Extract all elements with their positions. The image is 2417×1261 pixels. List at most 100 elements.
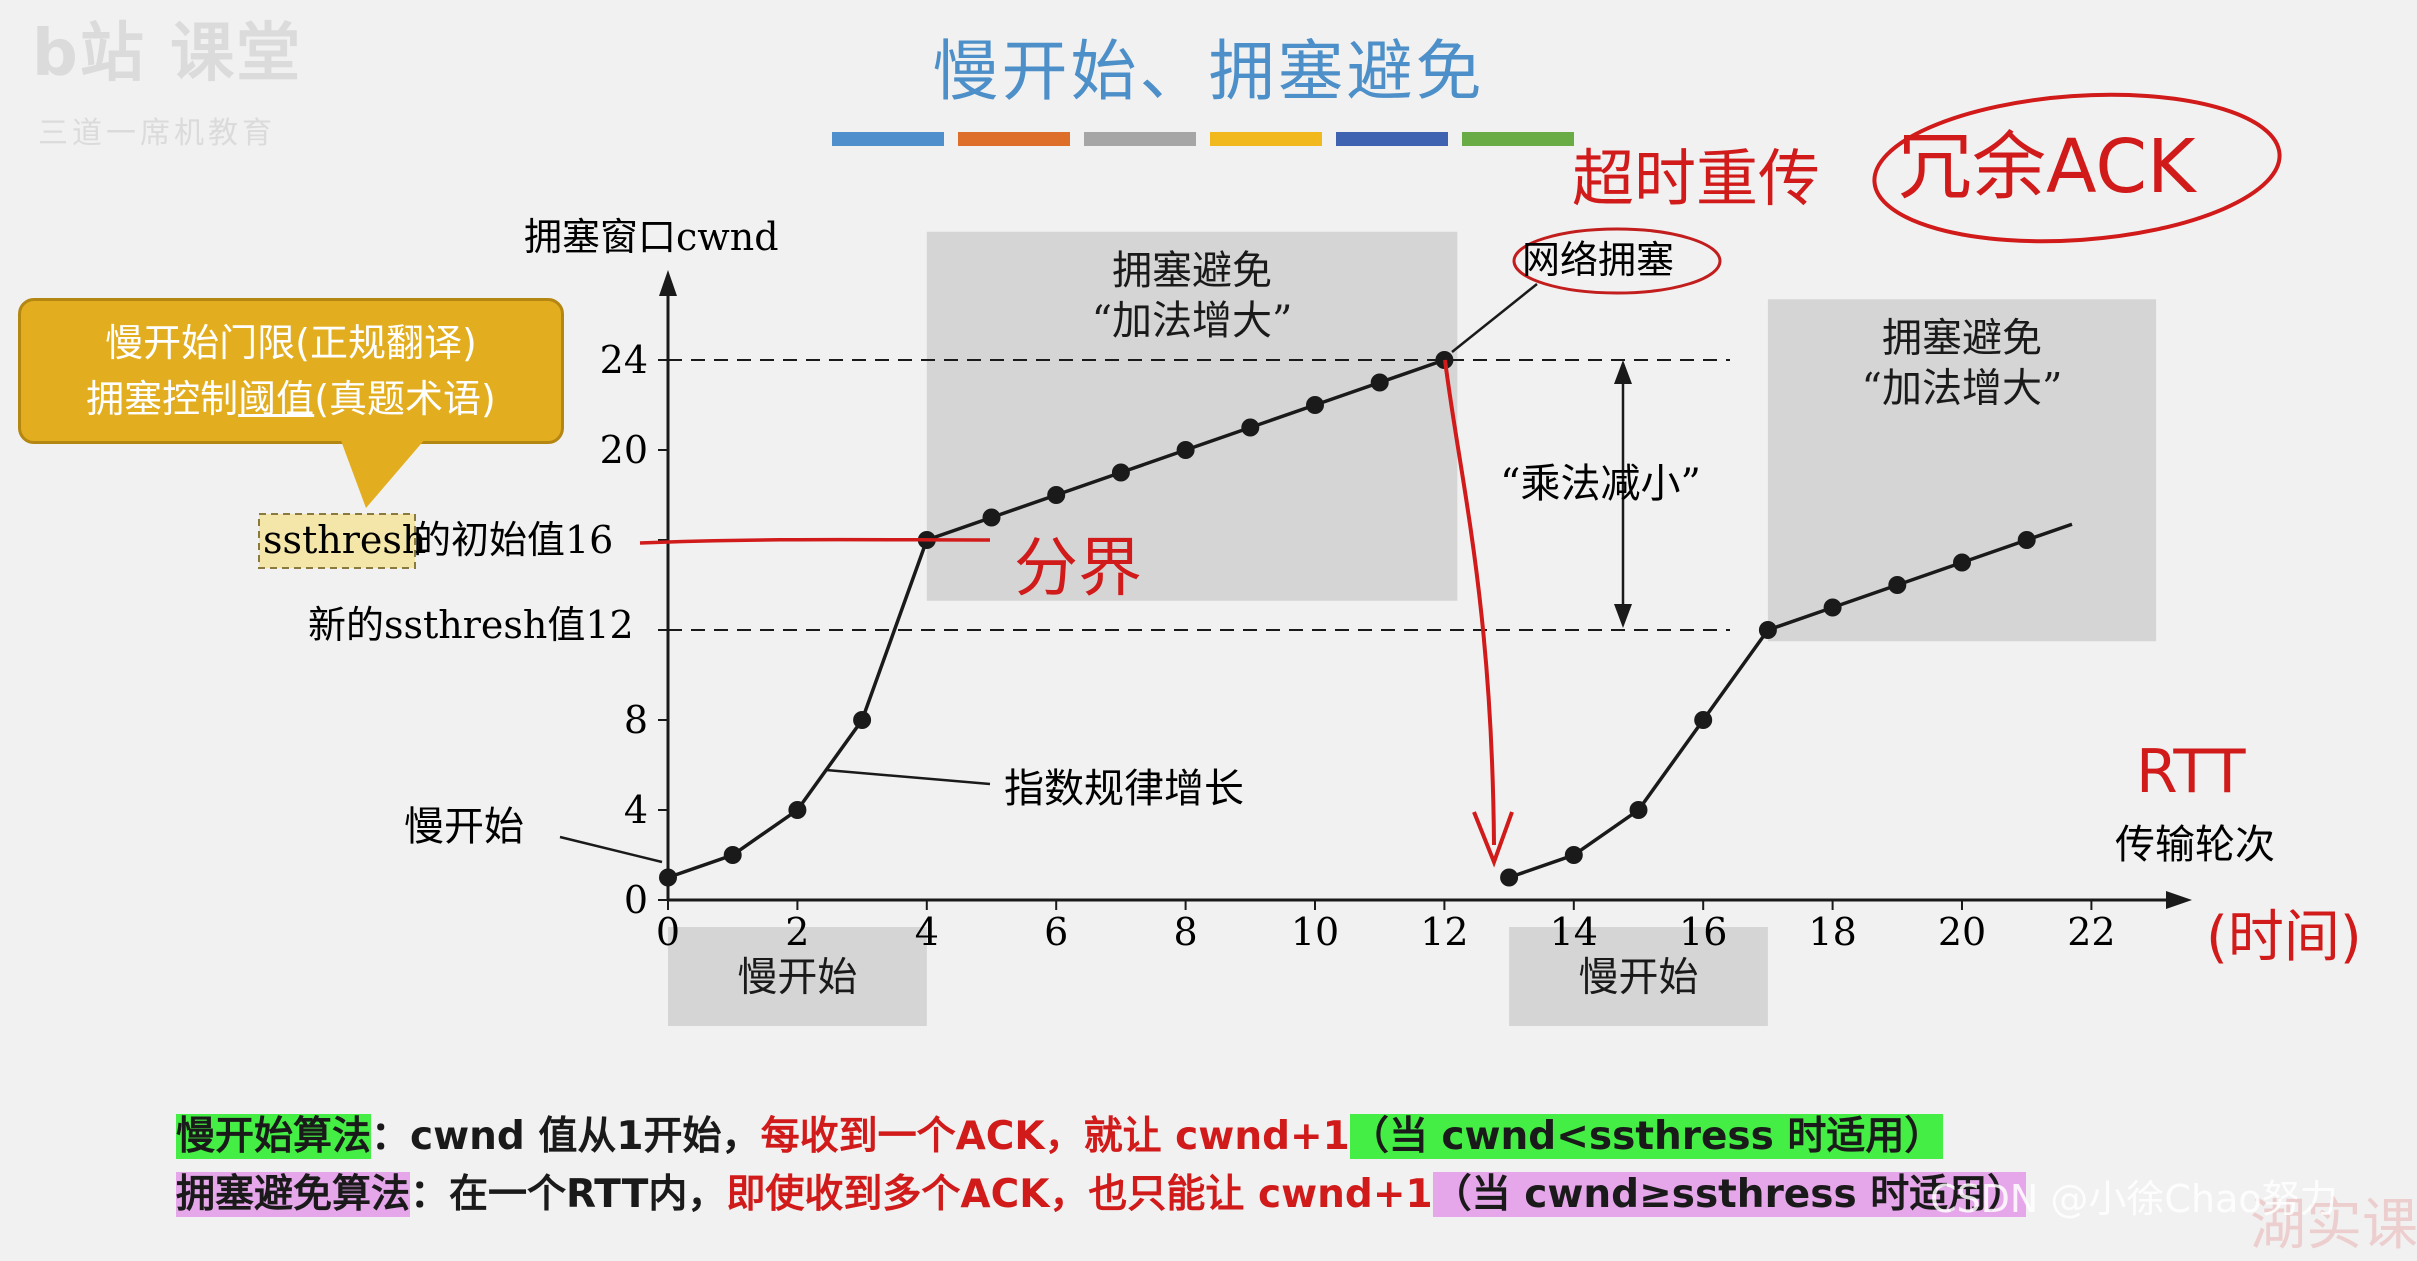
region-label: 慢开始 — [737, 955, 857, 1001]
slow-start-condition: （当 cwnd<ssthress 时适用） — [1349, 1114, 1944, 1159]
slow-start-rule: 每收到一个ACK，就让 cwnd+1 — [760, 1114, 1350, 1159]
region-label: “加法增大” — [1092, 298, 1293, 344]
ca-title: 拥塞避免算法 — [176, 1172, 411, 1217]
data-point — [982, 508, 1001, 527]
ca-rule: 即使收到多个ACK，也只能让 cwnd+1 — [726, 1172, 1433, 1217]
data-point — [853, 711, 872, 729]
data-point — [1306, 396, 1324, 414]
data-point — [1564, 846, 1583, 864]
ca-legend: 拥塞避免算法：在一个RTT内，即使收到多个ACK，也只能让 cwnd+1（当 c… — [176, 1163, 2027, 1219]
boundary-handwriting: 分界 — [1014, 532, 1142, 606]
x-tick-label: 6 — [1044, 910, 1068, 954]
slow-start-mid: ：cwnd 值从1开始， — [371, 1114, 761, 1159]
data-point — [1823, 598, 1842, 617]
slow-start-pointer — [559, 835, 663, 864]
slide-title: 慢开始、拥塞避免 — [932, 33, 1485, 110]
region-label: 拥塞避免 — [1112, 248, 1272, 294]
callout-threshold-term: 阈值 — [238, 377, 315, 421]
x-tick-label: 4 — [915, 910, 939, 954]
new-ssthresh-label: 新的ssthresh值12 — [308, 603, 634, 647]
data-point — [1888, 576, 1907, 594]
congestion-label: 网络拥塞 — [1522, 238, 1674, 282]
x-tick-label: 2 — [785, 910, 809, 954]
data-point — [1111, 463, 1130, 482]
x-tick-label: 22 — [2067, 910, 2115, 954]
congestion-circle — [1512, 227, 1722, 295]
congestion-pointer — [1451, 283, 1538, 353]
data-point — [1500, 868, 1519, 887]
data-point — [1047, 486, 1066, 504]
time-handwriting: (时间) — [2206, 905, 2362, 970]
x-tick-label: 14 — [1550, 910, 1598, 954]
callout-line-2-post: (真题术语) — [314, 377, 496, 421]
ssthresh-callout: 慢开始门限(正规翻译) 拥塞控制阈值(真题术语) — [18, 298, 564, 444]
data-point — [1176, 441, 1195, 459]
y-tick-label: 20 — [600, 428, 648, 472]
y-axis-label: 拥塞窗口cwnd — [524, 215, 779, 259]
data-point — [788, 801, 807, 819]
chart-annotations: “乘法减小” 指数规律增长 慢开始 ssthresh 的初始值16 新的ssth… — [258, 227, 1722, 864]
callout-tail — [340, 438, 426, 508]
chart-series — [659, 351, 2073, 887]
callout-line-2: 拥塞控制阈值(真题术语) — [21, 371, 561, 427]
x-tick-label: 0 — [656, 910, 680, 954]
x-tick-label: 10 — [1291, 910, 1339, 954]
region-box — [1767, 299, 2157, 642]
x-axis-arrow — [2166, 891, 2192, 909]
decrease-arrow-down — [1614, 604, 1632, 628]
color-bar-segment — [832, 132, 944, 146]
x-axis-label: 传输轮次 — [2115, 822, 2275, 868]
csdn-watermark: CSDN @小徐Chao努力 — [1930, 1177, 2338, 1221]
region-box — [1509, 927, 1768, 1026]
exponential-pointer — [825, 768, 991, 786]
data-point — [1758, 621, 1777, 639]
x-tick-label: 20 — [1938, 910, 1986, 954]
data-point — [723, 846, 742, 864]
multiplicative-decrease-label: “乘法减小” — [1500, 461, 1701, 507]
x-tick-label: 8 — [1174, 910, 1198, 954]
x-tick-label: 18 — [1808, 910, 1856, 954]
red-drop-arrow — [1443, 359, 1496, 846]
y-axis-arrow — [659, 270, 677, 296]
x-tick-label: 12 — [1420, 910, 1468, 954]
y-tick-label: 8 — [624, 698, 648, 742]
threshold-dashed-lines — [668, 359, 1730, 631]
y-tick-label: 4 — [624, 788, 648, 832]
color-bar-segment — [1462, 132, 1574, 146]
data-point — [1370, 373, 1389, 392]
data-point — [659, 868, 677, 887]
series-line — [1508, 522, 2073, 880]
ca-condition: （当 cwnd≥ssthress 时适用） — [1432, 1172, 2027, 1217]
region-label: 慢开始 — [1579, 955, 1699, 1001]
x-tick-label: 16 — [1679, 910, 1727, 954]
y-tick-label: 24 — [600, 338, 648, 382]
red-drop-arrowhead — [1472, 811, 1514, 868]
ca-mid: ：在一个RTT内， — [410, 1172, 727, 1217]
region-label: “加法增大” — [1862, 365, 2063, 411]
slow-start-title: 慢开始算法 — [176, 1114, 372, 1159]
y-tick-label: 0 — [624, 878, 648, 922]
data-point — [1435, 351, 1454, 369]
color-bar-segment — [958, 132, 1070, 146]
callout-line-1: 慢开始门限(正规翻译) — [105, 321, 477, 365]
color-bar-segment — [1210, 132, 1322, 146]
region-label: 拥塞避免 — [1882, 315, 2042, 361]
region-box — [926, 231, 1458, 601]
region-box — [668, 927, 927, 1026]
title-color-bar — [832, 132, 1574, 146]
callout-line-2-pre: 拥塞控制 — [86, 377, 239, 421]
timeout-handwriting: 超时重传 — [1572, 142, 1820, 215]
data-point — [1241, 418, 1260, 437]
chart-regions: 拥塞避免“加法增大” 拥塞避免“加法增大”慢开始 慢开始 — [668, 231, 2157, 1026]
color-bar-segment — [1336, 132, 1448, 146]
data-point — [1694, 711, 1713, 729]
color-bar-segment — [1084, 132, 1196, 146]
slow-start-label: 慢开始 — [404, 804, 524, 850]
logo-watermark: b站 课堂 — [32, 17, 303, 91]
ssthresh-word: ssthresh — [263, 518, 426, 562]
data-point — [2017, 531, 2036, 549]
red-ssthresh-stroke — [639, 537, 991, 545]
ssthresh-highlight — [258, 513, 416, 569]
dup-ack-circle — [1872, 92, 2282, 244]
